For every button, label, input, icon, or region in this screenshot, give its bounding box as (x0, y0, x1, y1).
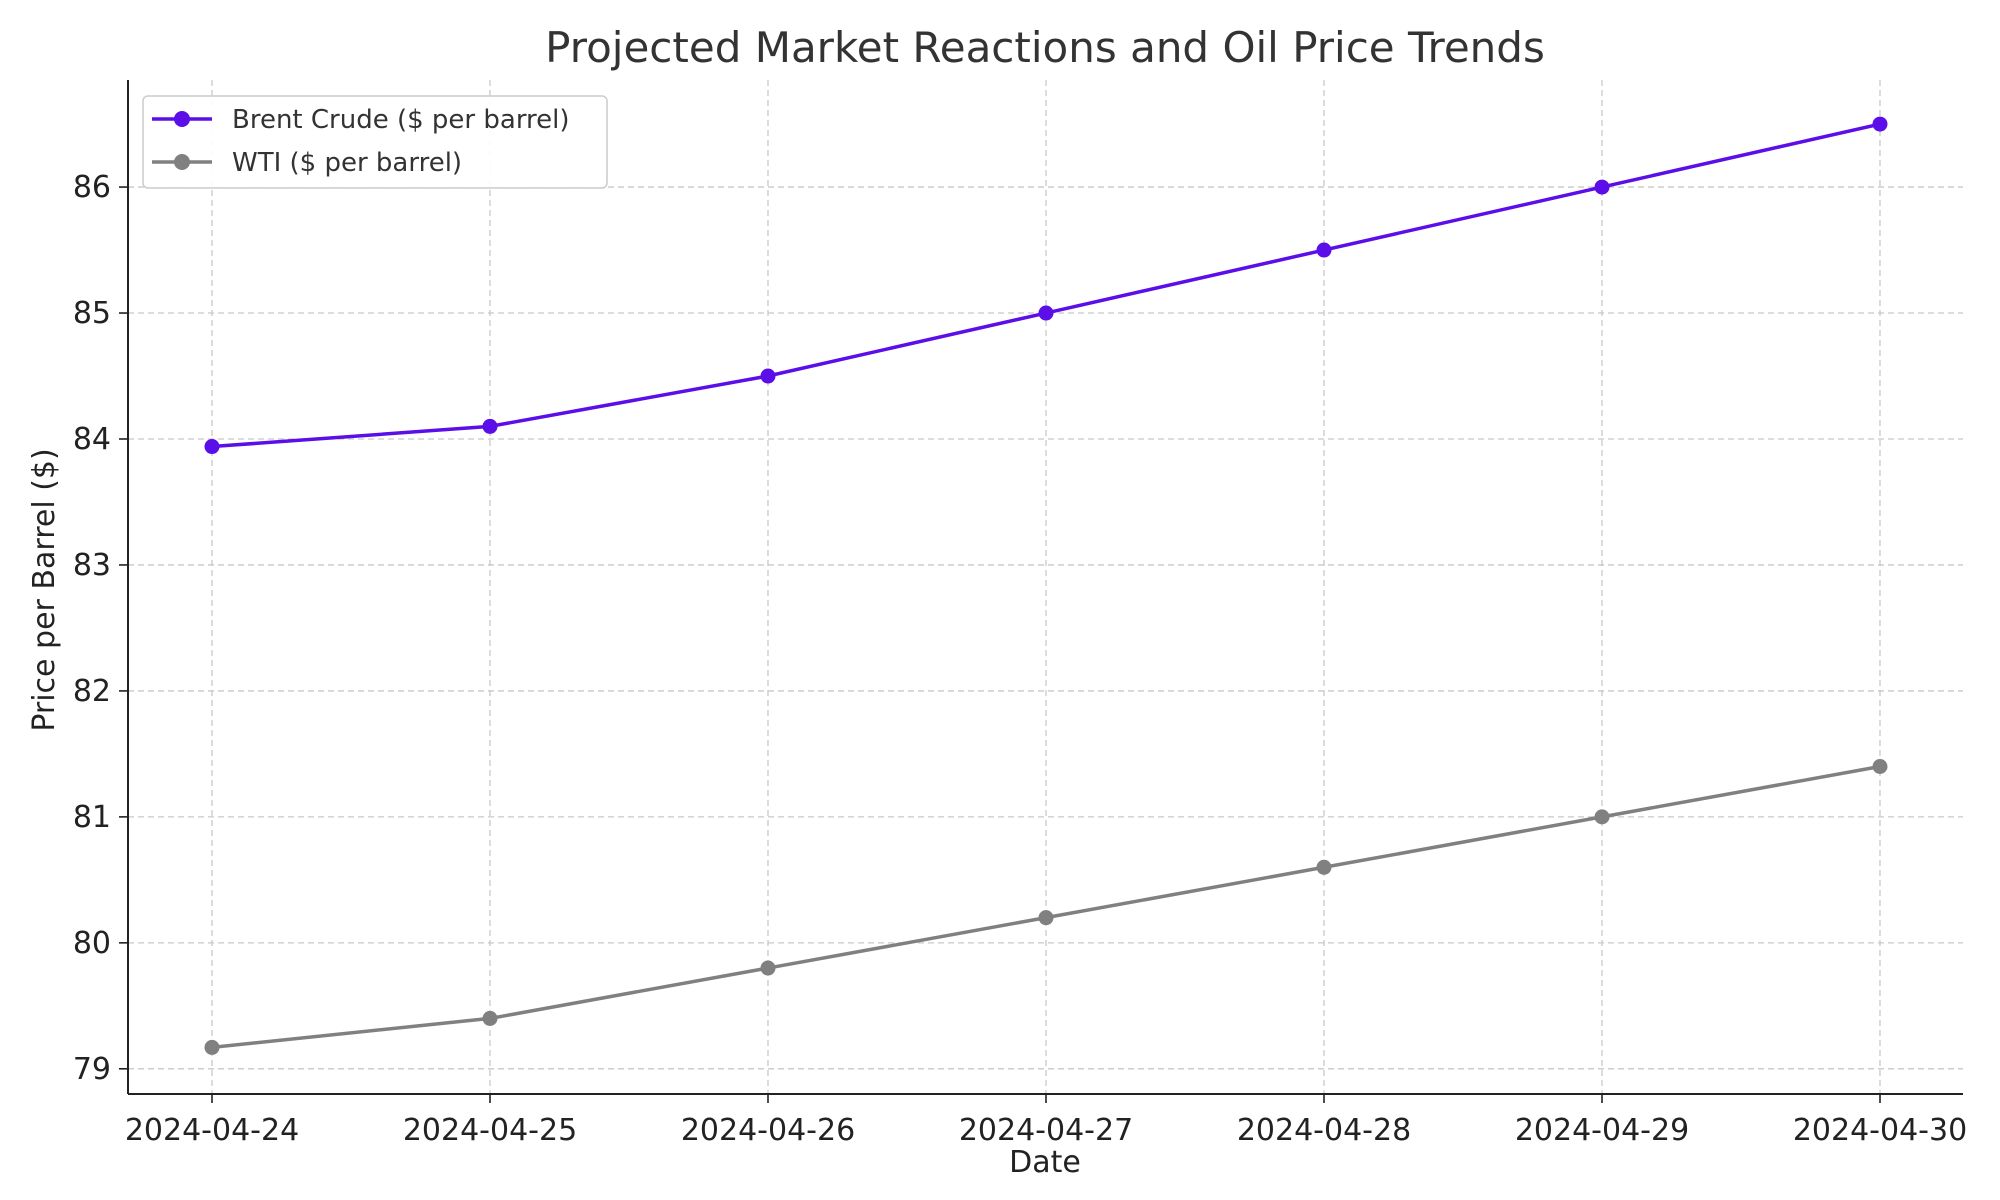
data-point-wti (204, 1039, 220, 1055)
y-tick-label: 85 (73, 296, 111, 331)
x-tick-label: 2024-04-24 (125, 1113, 299, 1148)
x-axis-label: Date (1009, 1145, 1081, 1180)
legend-label-wti: WTI ($ per barrel) (232, 148, 462, 178)
y-tick-label: 81 (73, 800, 111, 835)
data-point-wti (1316, 859, 1332, 875)
y-tick-label: 84 (73, 422, 111, 457)
y-tick-label: 79 (73, 1052, 111, 1087)
legend-box (142, 95, 608, 189)
y-axis-label: Price per Barrel ($) (27, 448, 62, 731)
data-point-brent (482, 418, 498, 434)
chart-title: Projected Market Reactions and Oil Price… (545, 23, 1545, 72)
data-point-wti (1872, 758, 1888, 774)
series (204, 116, 1888, 1055)
y-tick-labels: 79 80 81 82 83 84 85 86 (73, 170, 111, 1087)
y-tick-label: 83 (73, 548, 111, 583)
legend-label-brent: Brent Crude ($ per barrel) (232, 105, 570, 135)
x-tick-labels: 2024-04-24 2024-04-25 2024-04-26 2024-04-27… (125, 1113, 1967, 1148)
x-tick-label: 2024-04-27 (959, 1113, 1133, 1148)
x-tick-label: 2024-04-26 (681, 1113, 855, 1148)
legend: Brent Crude ($ per barrel) WTI ($ per ba… (142, 95, 608, 189)
series-brent (204, 116, 1888, 455)
y-tick-label: 82 (73, 674, 111, 709)
data-point-brent (1038, 305, 1054, 321)
data-point-wti (1038, 910, 1054, 926)
x-tick-label: 2024-04-29 (1515, 1113, 1689, 1148)
y-tick-label: 86 (73, 170, 111, 205)
data-point-brent (1594, 179, 1610, 195)
data-point-brent (760, 368, 776, 384)
data-point-brent (204, 439, 220, 455)
x-tick-label: 2024-04-25 (403, 1113, 577, 1148)
legend-marker-wti (174, 154, 190, 170)
data-point-brent (1872, 116, 1888, 132)
x-tick-label: 2024-04-30 (1793, 1113, 1967, 1148)
legend-marker-brent (174, 111, 190, 127)
data-point-wti (482, 1010, 498, 1026)
data-point-wti (760, 960, 776, 976)
y-tick-label: 80 (73, 926, 111, 961)
data-point-wti (1594, 809, 1610, 825)
axes (119, 80, 1963, 1103)
series-wti (204, 758, 1888, 1055)
data-point-brent (1316, 242, 1332, 258)
x-tick-label: 2024-04-28 (1237, 1113, 1411, 1148)
